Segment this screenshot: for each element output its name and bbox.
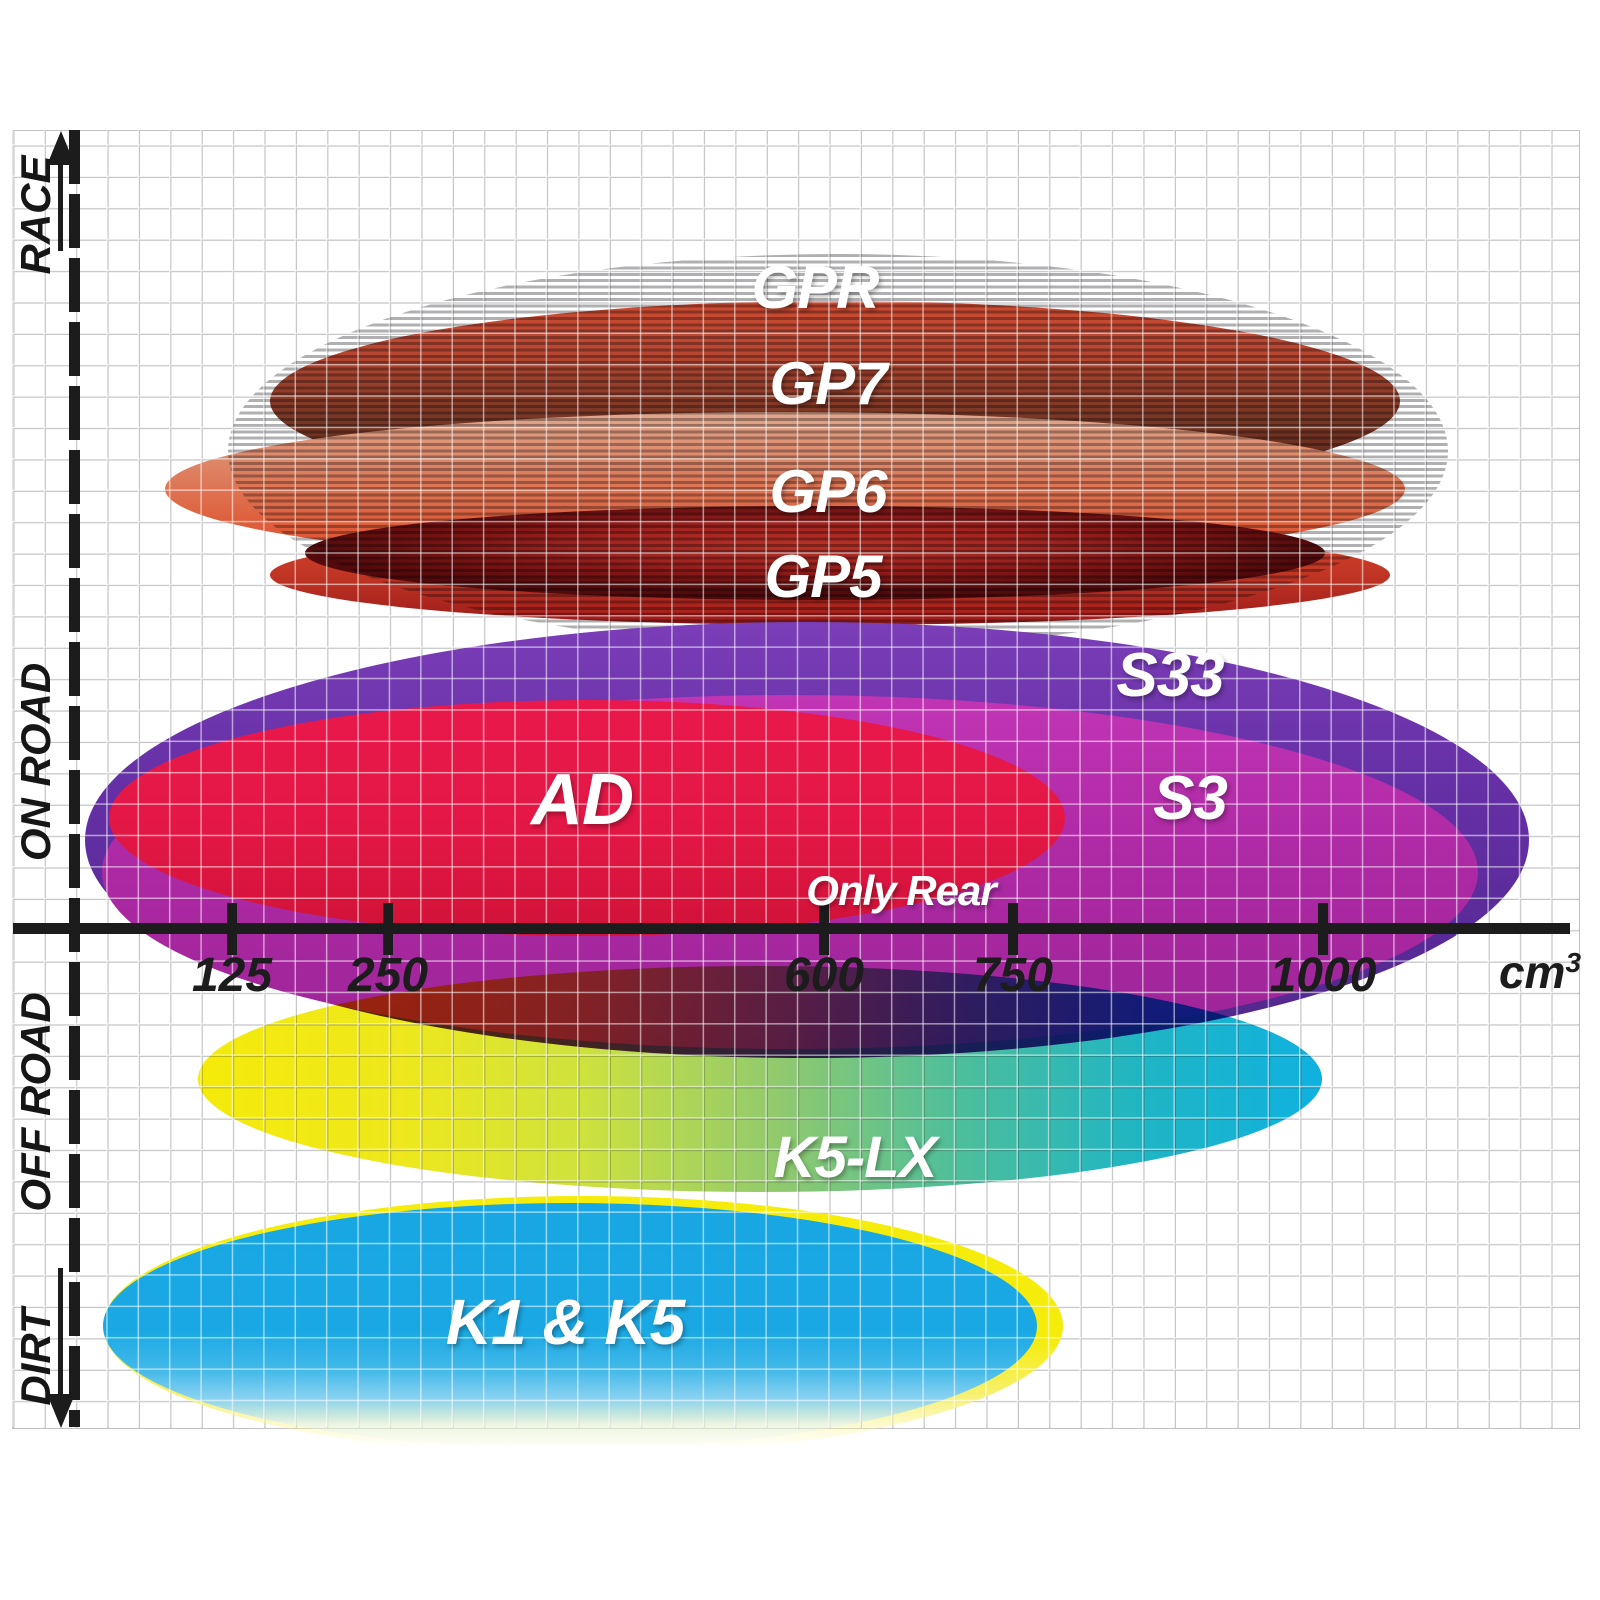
x-tick-1000 (1318, 903, 1328, 955)
zone-label-off-road: OFF ROAD (12, 992, 59, 1212)
label-k1k5: K1 & K5 (445, 1286, 685, 1358)
y-axis-line (69, 130, 80, 1427)
label-gp5: GP5 (764, 543, 882, 610)
zone-label-dirt: DIRT (12, 1308, 59, 1406)
label-gpr: GPR (751, 254, 879, 321)
x-tick-label-600: 600 (783, 949, 865, 1002)
label-ad: AD (531, 760, 634, 840)
x-axis-line (13, 923, 1570, 934)
label-s3: S3 (1153, 764, 1228, 833)
x-tick-label-250: 250 (347, 949, 429, 1002)
zone-label-race: RACE (12, 155, 59, 275)
x-tick-750 (1008, 903, 1018, 955)
x-tick-label-750: 750 (972, 949, 1054, 1002)
label-only-rear: Only Rear (806, 867, 996, 914)
x-tick-label-1000: 1000 (1269, 949, 1377, 1002)
x-tick-250 (383, 903, 393, 955)
label-gp7: GP7 (769, 350, 887, 417)
x-axis-unit-label: cm3 (1498, 946, 1582, 999)
label-s33: S33 (1116, 641, 1224, 710)
x-tick-125 (227, 903, 237, 955)
x-tick-label-125: 125 (191, 949, 273, 1002)
label-k5lx: K5-LX (773, 1125, 938, 1190)
label-gp6: GP6 (769, 458, 887, 525)
zone-label-on-road: ON ROAD (12, 662, 59, 862)
